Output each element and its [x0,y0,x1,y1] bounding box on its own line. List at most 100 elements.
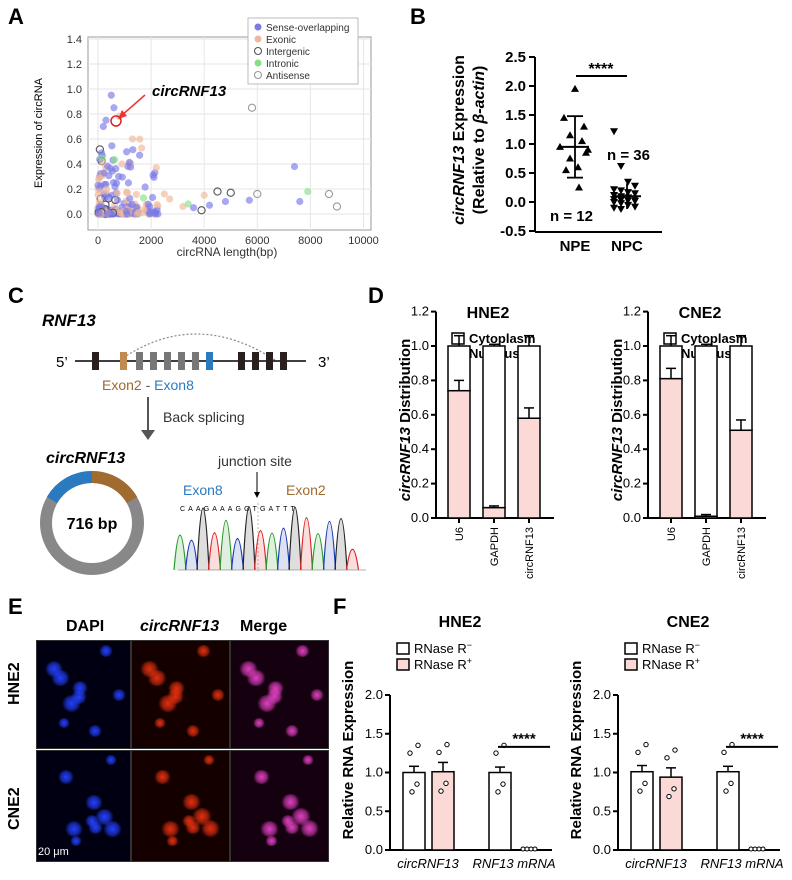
cell [153,717,167,729]
image-cne2-circ [131,750,230,862]
y-tick-label: 1.0 [593,765,611,780]
bar [630,770,654,851]
exon-block [206,352,213,370]
legend-marker [253,70,263,80]
scatter-point [253,189,262,199]
scatter-point [221,197,230,206]
x-tick-label: U6 [454,527,466,541]
scatter-point [184,200,192,208]
col-label-merge: Merge [240,618,288,635]
x-tick-label: U6 [666,527,678,541]
scatter-point [113,189,121,197]
image-hne2-dapi [36,640,131,749]
bar-cytoplasm [694,345,718,518]
chromatogram-peak [196,507,210,571]
legend-label: Intergenic [266,47,310,58]
exons [92,352,287,370]
npe-point [560,113,568,121]
panel-f-rnase: HNE2 Relative RNA Expression 0.0 0.5 1.0 1.5 2… [340,614,784,871]
x-tick-label: GAPDH [489,527,501,566]
legend-minus-label: RNase R− [642,640,700,656]
seq-exon2-label: Exon2 [286,482,326,498]
y-axis-label: Expression of circRNA [33,77,45,188]
cell [147,669,167,687]
scatter-point [106,164,115,173]
row-label-hne2: HNE2 [6,662,23,705]
significance-stars: **** [589,61,615,78]
replicate-point [664,755,670,761]
scatter-point [102,116,110,124]
y-tick-label: 0.6 [411,407,429,422]
y-tick-label: 0.0 [505,194,526,211]
circ-name: circRNF13 [46,450,125,467]
y-tick-label: 1.4 [67,34,82,46]
y-tick-label: 1.0 [505,136,526,153]
scale-label: 20 μm [38,846,69,858]
npc-point [624,178,632,186]
panel-e-microscopy: DAPI circRNF13 Merge HNE2 CNE2 20 μm [0,590,340,880]
n-npe: n = 12 [550,208,593,225]
exon-label-row: Exon2 - Exon8 [102,377,194,393]
circ-size: 716 bp [67,516,118,533]
scatter-point [139,194,148,202]
scatter-point [103,210,111,218]
scatter-point [332,202,342,211]
exon-block [136,352,143,370]
npe-point [574,163,582,171]
exon-block [164,352,171,370]
cell [260,820,280,837]
scatter-point [152,164,160,172]
circ-exon8-segment [46,470,93,504]
npe-point [556,142,564,150]
x-tick-label: 10000 [348,235,379,247]
panel-label-e: E [8,594,23,619]
chromatogram-peak [184,539,199,571]
chromatogram-peak [288,506,302,571]
scatter-point [148,193,157,202]
chart-title: HNE2 [439,614,482,631]
panel-label-b: B [410,4,426,29]
exon-block [238,352,245,370]
legend-minus-swatch [624,642,638,655]
replicate-point [728,780,734,787]
npe-point [582,148,590,156]
y-tick-label: 1.0 [67,84,82,96]
npc-point [631,203,639,211]
x-label-circ: circRNF13 [397,856,459,871]
replicate-point [721,749,727,756]
y-axis-label-line1: circRNF13 Expression [451,55,468,225]
y-tick-label: 0.2 [411,476,429,491]
scatter-point [304,187,312,196]
image-hne2-circ [131,640,230,749]
legend-cyto-swatch [663,332,677,345]
cell [70,689,88,705]
cell [280,794,300,811]
legend-marker [254,59,262,67]
x-tick-label: GAPDH [701,527,713,566]
legend-marker [254,35,262,43]
chromatogram-peak [322,520,337,571]
chart-hne2: HNE2 Relative RNA Expression 0.0 0.5 1.0 1.5 2… [340,614,556,871]
cell [64,821,84,837]
scatter-point [107,91,115,99]
npe-point [562,166,570,174]
cell [265,835,278,847]
replicate-point [642,780,648,787]
bar-nucleus [729,429,753,519]
scatter-point [290,162,299,171]
chart-hne2: HNE2 circRNF13 Distribution 0.0 0.2 0.4 0.6 0.… [397,304,554,579]
legend-box [247,17,359,85]
scatter-point [189,204,198,212]
scatter-point [133,210,141,218]
y-tick-label: 0.4 [623,441,641,456]
junction-label: junction site [217,453,292,469]
chromatogram [173,506,366,571]
y-axis-label: circRNF13 Distribution [609,339,626,502]
chart-title: CNE2 [679,305,722,322]
legend-minus-swatch [396,642,410,655]
cell [284,724,300,737]
bar-nucleus [447,389,471,519]
bar [431,770,455,851]
gene-name: RNF13 [42,311,96,330]
y-tick-label: 0.6 [623,407,641,422]
